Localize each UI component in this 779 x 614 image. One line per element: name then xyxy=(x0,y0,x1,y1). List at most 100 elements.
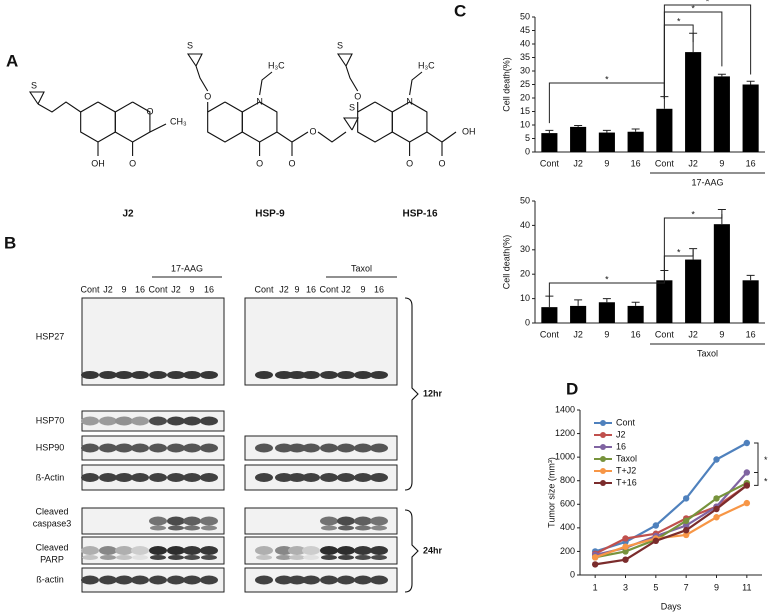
blot-band xyxy=(131,473,149,482)
error-bar xyxy=(602,298,611,303)
bond xyxy=(195,65,209,92)
blot-band xyxy=(276,555,292,560)
blot-band xyxy=(338,525,354,531)
significance-bracket xyxy=(663,214,723,271)
blot-band xyxy=(201,525,217,531)
lane-label: J2 xyxy=(171,284,181,294)
atom-label: H₃C xyxy=(418,60,435,70)
blot-band xyxy=(288,371,306,379)
bond xyxy=(391,101,428,143)
bond xyxy=(114,101,151,143)
x-tick-label: J2 xyxy=(573,158,583,168)
bar xyxy=(598,132,615,152)
blot-row-label: ß-Actin xyxy=(36,472,65,482)
compound-name: HSP-16 xyxy=(402,209,437,220)
blot-band xyxy=(81,575,99,585)
blot-band xyxy=(99,546,117,555)
blot-band xyxy=(200,416,218,426)
x-tick-label: 9 xyxy=(719,158,724,168)
blot-band xyxy=(200,371,218,379)
atom-label: O xyxy=(438,158,445,168)
blot-band xyxy=(256,555,272,560)
y-tick-label: 0 xyxy=(570,569,575,579)
legend-marker xyxy=(600,432,606,438)
y-tick-label: 1200 xyxy=(555,428,575,438)
y-tick-label: 1400 xyxy=(555,404,575,414)
time-label: 24hr xyxy=(423,545,443,555)
bond xyxy=(441,131,457,143)
blot-band xyxy=(167,516,185,526)
blot-band xyxy=(321,525,337,531)
blot-band xyxy=(81,371,99,379)
panel-label: D xyxy=(566,379,578,398)
significance-bracket xyxy=(548,270,665,298)
series-line xyxy=(594,484,748,555)
blot-band xyxy=(289,555,305,560)
treatment-label: Taxol xyxy=(351,263,372,273)
point xyxy=(713,514,720,521)
blot-band xyxy=(167,473,185,482)
y-axis-label: Tumor size (mm³) xyxy=(546,457,556,528)
y-tick-label: 30 xyxy=(520,65,530,75)
lane-label: 16 xyxy=(135,284,145,294)
blot-band xyxy=(302,473,320,482)
blot-band xyxy=(115,473,133,482)
significance-bracket xyxy=(754,442,759,473)
blot-band xyxy=(303,555,319,560)
blot-band xyxy=(183,416,201,426)
significance-bracket xyxy=(663,4,752,99)
blot-band xyxy=(275,371,293,379)
y-tick-label: 45 xyxy=(520,25,530,35)
blot-band xyxy=(255,443,273,453)
significance-label: * xyxy=(677,247,681,257)
blot-band xyxy=(200,443,218,453)
error-bar xyxy=(545,295,554,308)
significance-bracket xyxy=(548,82,665,124)
x-tick-label: Cont xyxy=(655,329,675,339)
blot-band xyxy=(149,575,167,585)
blot-band xyxy=(100,555,116,560)
blot-row-label: ß-actin xyxy=(36,574,64,584)
error-bar xyxy=(574,125,583,127)
blot-band xyxy=(337,516,355,526)
y-tick-label: 400 xyxy=(560,522,575,532)
point xyxy=(652,522,660,529)
bond xyxy=(80,101,116,143)
x-tick-label: 9 xyxy=(719,329,724,339)
lane-label: J2 xyxy=(341,284,351,294)
blot-band xyxy=(149,416,167,426)
series-line xyxy=(594,442,748,553)
bond xyxy=(426,131,443,156)
bar xyxy=(742,280,759,323)
blot-band xyxy=(370,516,388,526)
blot-band xyxy=(255,546,273,555)
blot-band xyxy=(355,525,371,531)
compound-name: HSP-9 xyxy=(255,209,285,220)
legend-label: 16 xyxy=(616,441,626,451)
atom-label: OH xyxy=(91,158,105,168)
blot-row-label: caspase3 xyxy=(33,518,72,528)
bar xyxy=(570,305,587,323)
bond xyxy=(28,91,45,105)
y-tick-label: 10 xyxy=(520,119,530,129)
blot-band xyxy=(168,555,184,560)
blot-band xyxy=(337,546,355,555)
y-tick-label: 40 xyxy=(520,220,530,230)
blot-band xyxy=(320,473,338,482)
blot-band xyxy=(354,546,372,555)
y-tick-label: 50 xyxy=(520,195,530,205)
blot-band xyxy=(99,575,117,585)
error-bar xyxy=(631,128,640,132)
lane-label: 9 xyxy=(189,284,194,294)
blot-band xyxy=(81,546,99,555)
significance-label: * xyxy=(691,3,695,13)
blot-band xyxy=(184,525,200,531)
x-tick-label: 9 xyxy=(604,329,609,339)
legend-marker xyxy=(600,456,606,462)
point xyxy=(591,561,599,568)
bond xyxy=(357,101,393,143)
y-tick-label: 10 xyxy=(520,293,530,303)
significance-label: * xyxy=(764,455,768,465)
